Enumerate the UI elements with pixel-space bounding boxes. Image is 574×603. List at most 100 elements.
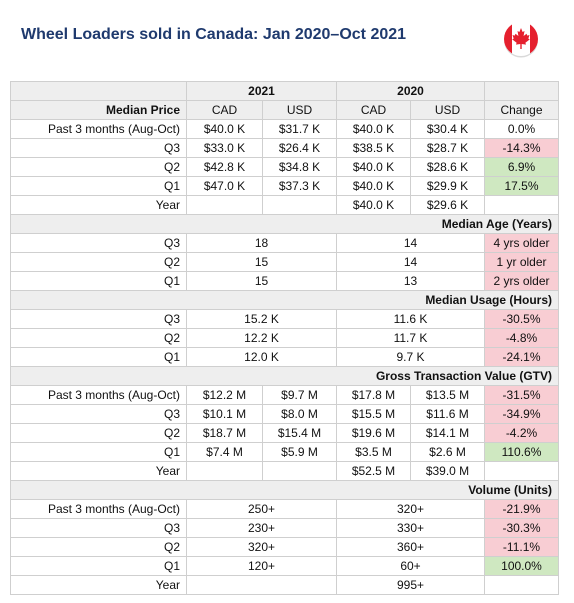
table-row: Year 995+ xyxy=(10,575,559,595)
row-label: Year xyxy=(10,461,187,481)
row-label: Q1 xyxy=(10,271,187,291)
change-cell: 4 yrs older xyxy=(484,233,559,253)
cad-2021-cell xyxy=(186,461,263,481)
change-cell: -30.5% xyxy=(484,309,559,329)
table-row: Q3 $10.1 M $8.0 M $15.5 M $11.6 M -34.9% xyxy=(10,404,559,424)
usd-2020-header: USD xyxy=(410,100,485,120)
row-label: Q2 xyxy=(10,537,187,557)
usd-2020-cell: $14.1 M xyxy=(410,423,485,443)
value-2021-cell: 320+ xyxy=(186,537,337,557)
change-cell: -34.9% xyxy=(484,404,559,424)
value-2021-cell: 15 xyxy=(186,252,337,272)
value-2020-cell: 14 xyxy=(336,252,485,272)
usd-2021-cell: $15.4 M xyxy=(262,423,337,443)
cad-2020-cell: $40.0 K xyxy=(336,176,411,196)
row-label: Past 3 months (Aug-Oct) xyxy=(10,119,187,139)
section-header-age: Median Age (Years) xyxy=(10,214,559,234)
cad-2021-cell: $40.0 K xyxy=(186,119,263,139)
change-cell: -4.2% xyxy=(484,423,559,443)
usd-2021-cell xyxy=(262,195,337,215)
usd-2021-cell xyxy=(262,461,337,481)
change-cell: -24.1% xyxy=(484,347,559,367)
cad-2020-cell: $40.0 K xyxy=(336,157,411,177)
table-row: Q3 15.2 K 11.6 K -30.5% xyxy=(10,309,559,329)
section-label: Volume (Units) xyxy=(10,480,559,500)
change-cell xyxy=(484,575,559,595)
value-2021-cell: 230+ xyxy=(186,518,337,538)
row-label: Year xyxy=(10,195,187,215)
usd-2021-cell: $8.0 M xyxy=(262,404,337,424)
value-2021-cell: 120+ xyxy=(186,556,337,576)
table-row: Q2 15 14 1 yr older xyxy=(10,252,559,272)
value-2020-cell: 13 xyxy=(336,271,485,291)
change-cell: 100.0% xyxy=(484,556,559,576)
change-cell: 17.5% xyxy=(484,176,559,196)
row-label: Q3 xyxy=(10,309,187,329)
section-label: Median Price xyxy=(10,100,187,120)
value-2020-cell: 330+ xyxy=(336,518,485,538)
row-label: Q1 xyxy=(10,442,187,462)
value-2020-cell: 11.6 K xyxy=(336,309,485,329)
page-title: Wheel Loaders sold in Canada: Jan 2020–O… xyxy=(21,26,407,43)
cad-2021-cell: $12.2 M xyxy=(186,385,263,405)
cad-2020-cell: $15.5 M xyxy=(336,404,411,424)
table-row: Q3 $33.0 K $26.4 K $38.5 K $28.7 K -14.3% xyxy=(10,138,559,158)
value-2021-cell: 18 xyxy=(186,233,337,253)
table-row: Q1 120+ 60+ 100.0% xyxy=(10,556,559,576)
cad-2021-cell: $18.7 M xyxy=(186,423,263,443)
table-row: Q1 $47.0 K $37.3 K $40.0 K $29.9 K 17.5% xyxy=(10,176,559,196)
table-row: Q1 12.0 K 9.7 K -24.1% xyxy=(10,347,559,367)
usd-2021-cell: $5.9 M xyxy=(262,442,337,462)
change-blank-header xyxy=(484,81,559,101)
year-2020-header: 2020 xyxy=(336,81,485,101)
usd-2021-cell: $9.7 M xyxy=(262,385,337,405)
year-2021-header: 2021 xyxy=(186,81,337,101)
change-cell: -14.3% xyxy=(484,138,559,158)
cad-2020-cell: $40.0 K xyxy=(336,119,411,139)
section-label: Median Age (Years) xyxy=(10,214,559,234)
usd-2020-cell: $29.9 K xyxy=(410,176,485,196)
row-label: Year xyxy=(10,575,187,595)
cad-2020-cell: $40.0 K xyxy=(336,195,411,215)
cad-2020-cell: $38.5 K xyxy=(336,138,411,158)
row-label: Past 3 months (Aug-Oct) xyxy=(10,385,187,405)
change-cell: -4.8% xyxy=(484,328,559,348)
row-label: Q1 xyxy=(10,176,187,196)
usd-2020-cell: $2.6 M xyxy=(410,442,485,462)
cad-2020-cell: $3.5 M xyxy=(336,442,411,462)
value-2021-cell: 12.0 K xyxy=(186,347,337,367)
section-header-gtv: Gross Transaction Value (GTV) xyxy=(10,366,559,386)
value-2021-cell: 15 xyxy=(186,271,337,291)
cad-2021-header: CAD xyxy=(186,100,263,120)
section-header-volume: Volume (Units) xyxy=(10,480,559,500)
cad-2021-cell xyxy=(186,195,263,215)
value-2021-cell: 12.2 K xyxy=(186,328,337,348)
row-label: Q3 xyxy=(10,404,187,424)
value-2020-cell: 9.7 K xyxy=(336,347,485,367)
usd-2020-cell: $39.0 M xyxy=(410,461,485,481)
usd-2020-cell: $13.5 M xyxy=(410,385,485,405)
cad-2020-header: CAD xyxy=(336,100,411,120)
table-row: Q2 $18.7 M $15.4 M $19.6 M $14.1 M -4.2% xyxy=(10,423,559,443)
row-label: Q2 xyxy=(10,157,187,177)
row-label: Past 3 months (Aug-Oct) xyxy=(10,499,187,519)
section-header-usage: Median Usage (Hours) xyxy=(10,290,559,310)
table-row: Q2 320+ 360+ -11.1% xyxy=(10,537,559,557)
change-cell: 0.0% xyxy=(484,119,559,139)
cad-2021-cell: $33.0 K xyxy=(186,138,263,158)
row-label: Q1 xyxy=(10,347,187,367)
value-2021-cell xyxy=(186,575,337,595)
cad-2021-cell: $10.1 M xyxy=(186,404,263,424)
section-label: Gross Transaction Value (GTV) xyxy=(10,366,559,386)
cad-2021-cell: $47.0 K xyxy=(186,176,263,196)
section-label: Median Usage (Hours) xyxy=(10,290,559,310)
corner-cell xyxy=(10,81,187,101)
usd-2020-cell: $28.6 K xyxy=(410,157,485,177)
cad-2020-cell: $52.5 M xyxy=(336,461,411,481)
usd-2020-cell: $11.6 M xyxy=(410,404,485,424)
row-label: Q2 xyxy=(10,423,187,443)
row-label: Q2 xyxy=(10,328,187,348)
row-label: Q1 xyxy=(10,556,187,576)
change-cell: -11.1% xyxy=(484,537,559,557)
value-2020-cell: 60+ xyxy=(336,556,485,576)
